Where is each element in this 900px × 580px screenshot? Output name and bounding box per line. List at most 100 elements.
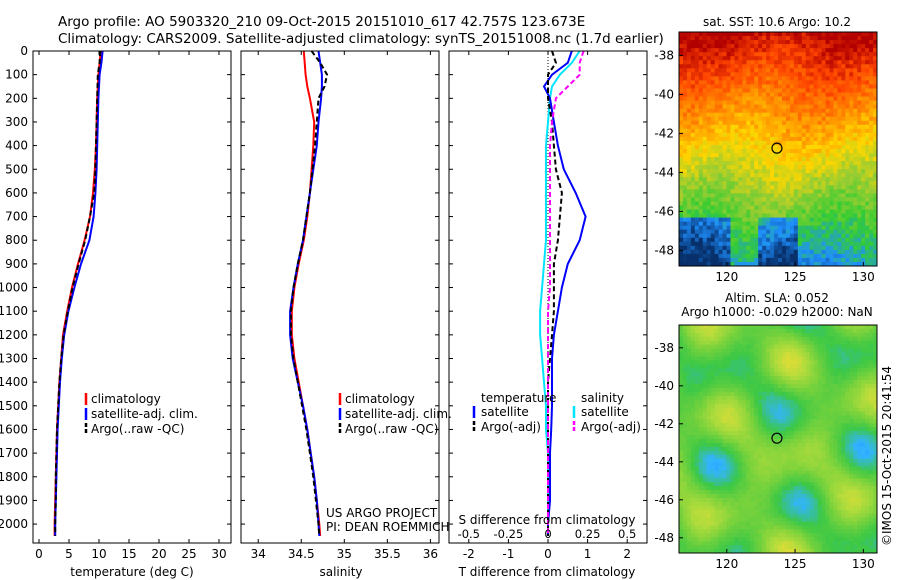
sla-cell	[865, 348, 870, 353]
sla-cell	[778, 372, 783, 377]
sst-cell	[758, 261, 763, 267]
sla-cell	[750, 328, 755, 334]
sst-cell	[813, 253, 818, 259]
sst-cell	[710, 68, 716, 73]
sla-cell	[766, 380, 771, 385]
sst-cell	[714, 72, 719, 77]
sst-cell	[778, 261, 783, 267]
sst-cell	[690, 165, 696, 170]
sla-cell	[833, 458, 838, 463]
sla-cell	[750, 368, 755, 373]
sla-cell	[690, 376, 696, 381]
sst-cell	[861, 217, 866, 223]
sst-cell	[742, 76, 747, 81]
sst-cell	[781, 72, 787, 77]
sst-cell	[789, 229, 795, 235]
sla-cell	[698, 364, 704, 369]
sst-cell	[682, 124, 688, 130]
sst-cell	[849, 56, 854, 61]
sla-cell	[809, 395, 815, 401]
sst-cell	[690, 249, 696, 255]
sla-cell	[797, 442, 803, 448]
sst-cell	[801, 221, 807, 227]
sst-cell	[809, 261, 815, 267]
sst-cell	[702, 112, 708, 118]
sla-cell	[714, 431, 719, 436]
sst-cell	[710, 52, 716, 57]
sst-cell	[758, 209, 763, 214]
sla-cell	[770, 328, 775, 334]
sla-cell	[714, 372, 719, 377]
temp-y-tick-label: 300	[5, 115, 28, 129]
sla-cell	[849, 391, 854, 397]
sla-cell	[833, 431, 838, 436]
sst-cell	[809, 136, 815, 142]
sst-cell	[758, 225, 763, 231]
sst-cell	[682, 213, 688, 218]
sla-cell	[746, 462, 751, 467]
sst-cell	[702, 261, 708, 267]
sst-cell	[738, 233, 743, 239]
sla-cell	[869, 368, 874, 373]
sla-cell	[738, 364, 743, 369]
sst-cell	[774, 193, 779, 198]
sst-cell	[774, 32, 779, 37]
sla-cell	[853, 332, 858, 338]
sst-cell	[849, 213, 854, 218]
sst-cell	[770, 80, 775, 85]
sst-cell	[706, 157, 712, 162]
sst-cell	[849, 120, 854, 126]
sla-cell	[770, 403, 775, 408]
sla-cell	[746, 411, 751, 416]
sla-cell	[710, 395, 716, 401]
sla-cell	[813, 395, 818, 401]
sst-cell	[726, 48, 731, 53]
sla-cell	[873, 407, 878, 412]
sst-cell	[722, 213, 727, 218]
sst-y-tick-label: -44	[654, 165, 674, 179]
sst-cell	[813, 68, 818, 73]
sst-cell	[702, 56, 708, 61]
sla-cell	[722, 352, 727, 357]
sst-cell	[722, 80, 727, 85]
sst-cell	[762, 173, 767, 178]
sst-cell	[778, 60, 783, 65]
sst-cell	[710, 189, 716, 194]
sst-cell	[857, 72, 862, 77]
sla-cell	[825, 435, 830, 440]
sla-cell	[797, 344, 803, 349]
sla-cell	[770, 446, 775, 452]
sst-cell	[694, 221, 700, 227]
sla-cell	[682, 376, 688, 381]
sst-cell	[861, 124, 866, 130]
sst-cell	[698, 201, 704, 206]
sst-cell	[785, 68, 791, 73]
sst-cell	[722, 88, 727, 93]
sst-cell	[722, 140, 727, 146]
sla-cell	[686, 364, 692, 369]
sla-cell	[682, 411, 688, 416]
sst-cell	[710, 44, 716, 49]
diff-series-temp-satellite	[542, 50, 587, 536]
sst-cell	[821, 245, 826, 251]
sst-cell	[873, 161, 878, 166]
sst-cell	[718, 112, 723, 118]
sla-cell	[722, 427, 727, 432]
sla-cell	[730, 328, 735, 334]
sst-cell	[837, 169, 842, 174]
sla-cell	[869, 446, 874, 452]
sla-cell	[821, 454, 826, 460]
sla-heatmap	[679, 325, 878, 554]
sst-cell	[750, 116, 755, 122]
sst-cell	[770, 108, 775, 114]
sst-cell	[694, 165, 700, 170]
sla-cell	[746, 407, 751, 412]
sst-cell	[861, 88, 866, 93]
sla-cell	[774, 368, 779, 373]
sst-cell	[833, 132, 838, 138]
sst-cell	[714, 233, 719, 239]
sst-cell	[746, 52, 751, 57]
sst-cell	[679, 161, 684, 166]
sst-cell	[766, 233, 771, 239]
sla-cell	[726, 380, 731, 385]
